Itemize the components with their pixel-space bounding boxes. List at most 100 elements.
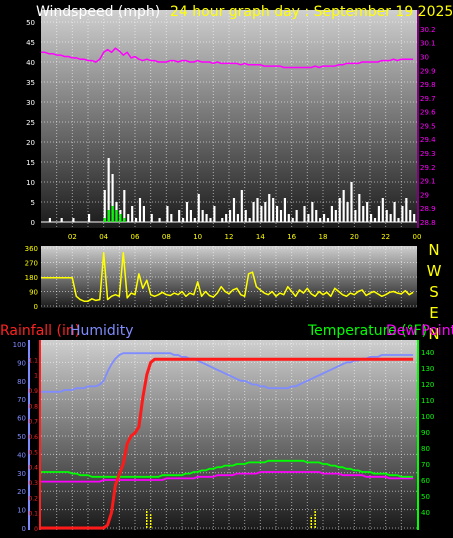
temperature-y-tick-label: 100 — [421, 413, 434, 421]
wind-gust-bar — [354, 210, 357, 222]
humidity-y-tick-label: 40 — [17, 451, 26, 459]
compass-label: S — [429, 283, 439, 301]
wind-average-series — [103, 206, 126, 222]
wind-gust-bar — [350, 182, 353, 222]
wind-x-tick-label: 22 — [381, 233, 390, 241]
humidity-title: Humidity — [70, 323, 133, 339]
wind-gust-bar — [88, 214, 91, 222]
temperature-y-tick-label: 80 — [421, 445, 430, 453]
rain-y-tick-label: 0.6 — [28, 434, 38, 441]
wind-gust-bar — [373, 218, 377, 222]
wind-x-ticks: 02 04 06 08 10 12 14 16 18 20 22 00 — [68, 233, 422, 241]
wind-gust-bar — [107, 158, 110, 222]
temp-hum-plot-background — [41, 340, 417, 530]
wind-gust-bar — [346, 202, 349, 222]
wind-gust-bar — [189, 210, 192, 222]
rain-rate-series — [146, 509, 316, 528]
dewpoint-line — [41, 471, 414, 483]
pressure-y-tick-label: 28.9 — [420, 205, 436, 213]
wind-gust-bar — [150, 214, 153, 222]
temperature-series — [41, 459, 414, 478]
rain-y-tick-label: 1.1 — [28, 357, 38, 364]
wind-x-tick-label: 08 — [162, 233, 171, 241]
rain-y-tick-label: 1 — [34, 373, 38, 380]
pressure-y-ticks: 28.8 28.9 29 29.1 29.2 29.3 29.4 29.5 29.6 29.7 29… — [417, 10, 436, 228]
compass-label: N — [428, 241, 439, 259]
pressure-y-tick-label: 29.8 — [420, 81, 436, 89]
wind-gust-bar — [213, 206, 216, 222]
wind-gust-bar — [131, 206, 134, 222]
wind-gust-bar — [252, 202, 255, 222]
wind-average-bar — [103, 218, 106, 222]
wind-gust-bar — [127, 214, 130, 222]
wind-y-tick-label: 15 — [26, 159, 35, 167]
humidity-y-tick-label: 30 — [17, 470, 26, 478]
wind-x-tick-label: 20 — [350, 233, 359, 241]
wind-gust-bar — [334, 210, 337, 222]
direction-y-tick-label: 360 — [25, 245, 38, 253]
wind-x-tick-label: 18 — [319, 233, 328, 241]
wind-gust-bar — [178, 210, 181, 222]
wind-gust-bar — [295, 210, 298, 222]
wind-gust-bar — [315, 210, 318, 222]
direction-grid — [41, 246, 417, 308]
wind-gust-bar — [279, 210, 283, 222]
humidity-line — [41, 352, 414, 393]
wind-y-tick-label: 40 — [26, 59, 35, 67]
humidity-y-tick-label: 50 — [17, 433, 26, 441]
wind-gust-bar — [240, 190, 243, 222]
wind-gust-bar — [135, 218, 138, 222]
wind-gust-bar — [401, 206, 404, 222]
temperature-y-tick-label: 140 — [421, 349, 434, 357]
humidity-y-tick-label: 0 — [22, 525, 26, 533]
wind-gust-bar — [225, 214, 228, 222]
wind-gust-bar — [393, 202, 396, 222]
direction-y-tick-label: 0 — [34, 303, 38, 311]
humidity-y-tick-label: 80 — [17, 378, 26, 386]
wind-gust-bar — [377, 206, 380, 222]
temp-hum-axes — [28, 340, 419, 530]
wind-gust-bar — [256, 198, 259, 222]
rain-y-tick-label: 0 — [34, 526, 38, 533]
dewpoint-series — [41, 471, 414, 483]
rain-y-tick-label: 0.2 — [28, 495, 38, 502]
wind-gust-bar — [413, 214, 416, 222]
wind-gust-bar — [123, 190, 126, 222]
wind-x-tick-label: 12 — [225, 233, 234, 241]
wind-gust-bar — [193, 218, 196, 222]
pressure-y-tick-label: 29.5 — [420, 122, 436, 130]
wind-gust-bar — [366, 202, 369, 222]
wind-gust-bar — [358, 194, 361, 222]
temperature-line — [41, 459, 414, 478]
wind-gust-bar — [201, 210, 204, 222]
wind-gust-bar — [330, 206, 333, 222]
dewpoint-title: Dew Point — [386, 323, 453, 339]
wind-gust-bar — [307, 214, 310, 222]
humidity-y-tick-label: 60 — [17, 415, 26, 423]
wind-gust-bar — [182, 218, 185, 222]
wind-gust-bar — [311, 202, 314, 222]
temperature-y-tick-label: 90 — [421, 429, 430, 437]
wind-gust-bar — [72, 218, 75, 222]
humidity-y-tick-label: 90 — [17, 359, 26, 367]
pressure-y-tick-label: 28.8 — [420, 219, 436, 227]
wind-gust-bar — [221, 218, 224, 222]
temperature-y-tick-label: 60 — [421, 477, 430, 485]
wind-gust-bar — [111, 174, 114, 222]
temperature-y-ticks: 40 50 60 70 80 90 100 110 120 130 140 — [421, 349, 434, 517]
pressure-y-tick-label: 29.2 — [420, 164, 436, 172]
direction-y-tick-label: 180 — [25, 274, 38, 282]
wind-gust-bar — [276, 206, 279, 222]
pressure-y-tick-label: 29.1 — [420, 178, 436, 186]
wind-y-tick-label: 0 — [31, 219, 35, 227]
rainfall-line — [41, 357, 414, 530]
temperature-y-tick-label: 120 — [421, 381, 434, 389]
wind-average-bar — [107, 210, 110, 222]
pressure-y-tick-label: 29.6 — [420, 109, 436, 117]
rain-y-ticks: 0 0.1 0.2 0.3 0.4 0.5 0.6 0.7 0.8 0.9 1 1.1 — [28, 357, 38, 533]
rain-y-tick-label: 0.8 — [28, 403, 38, 410]
wind-gust-bar — [232, 198, 236, 222]
